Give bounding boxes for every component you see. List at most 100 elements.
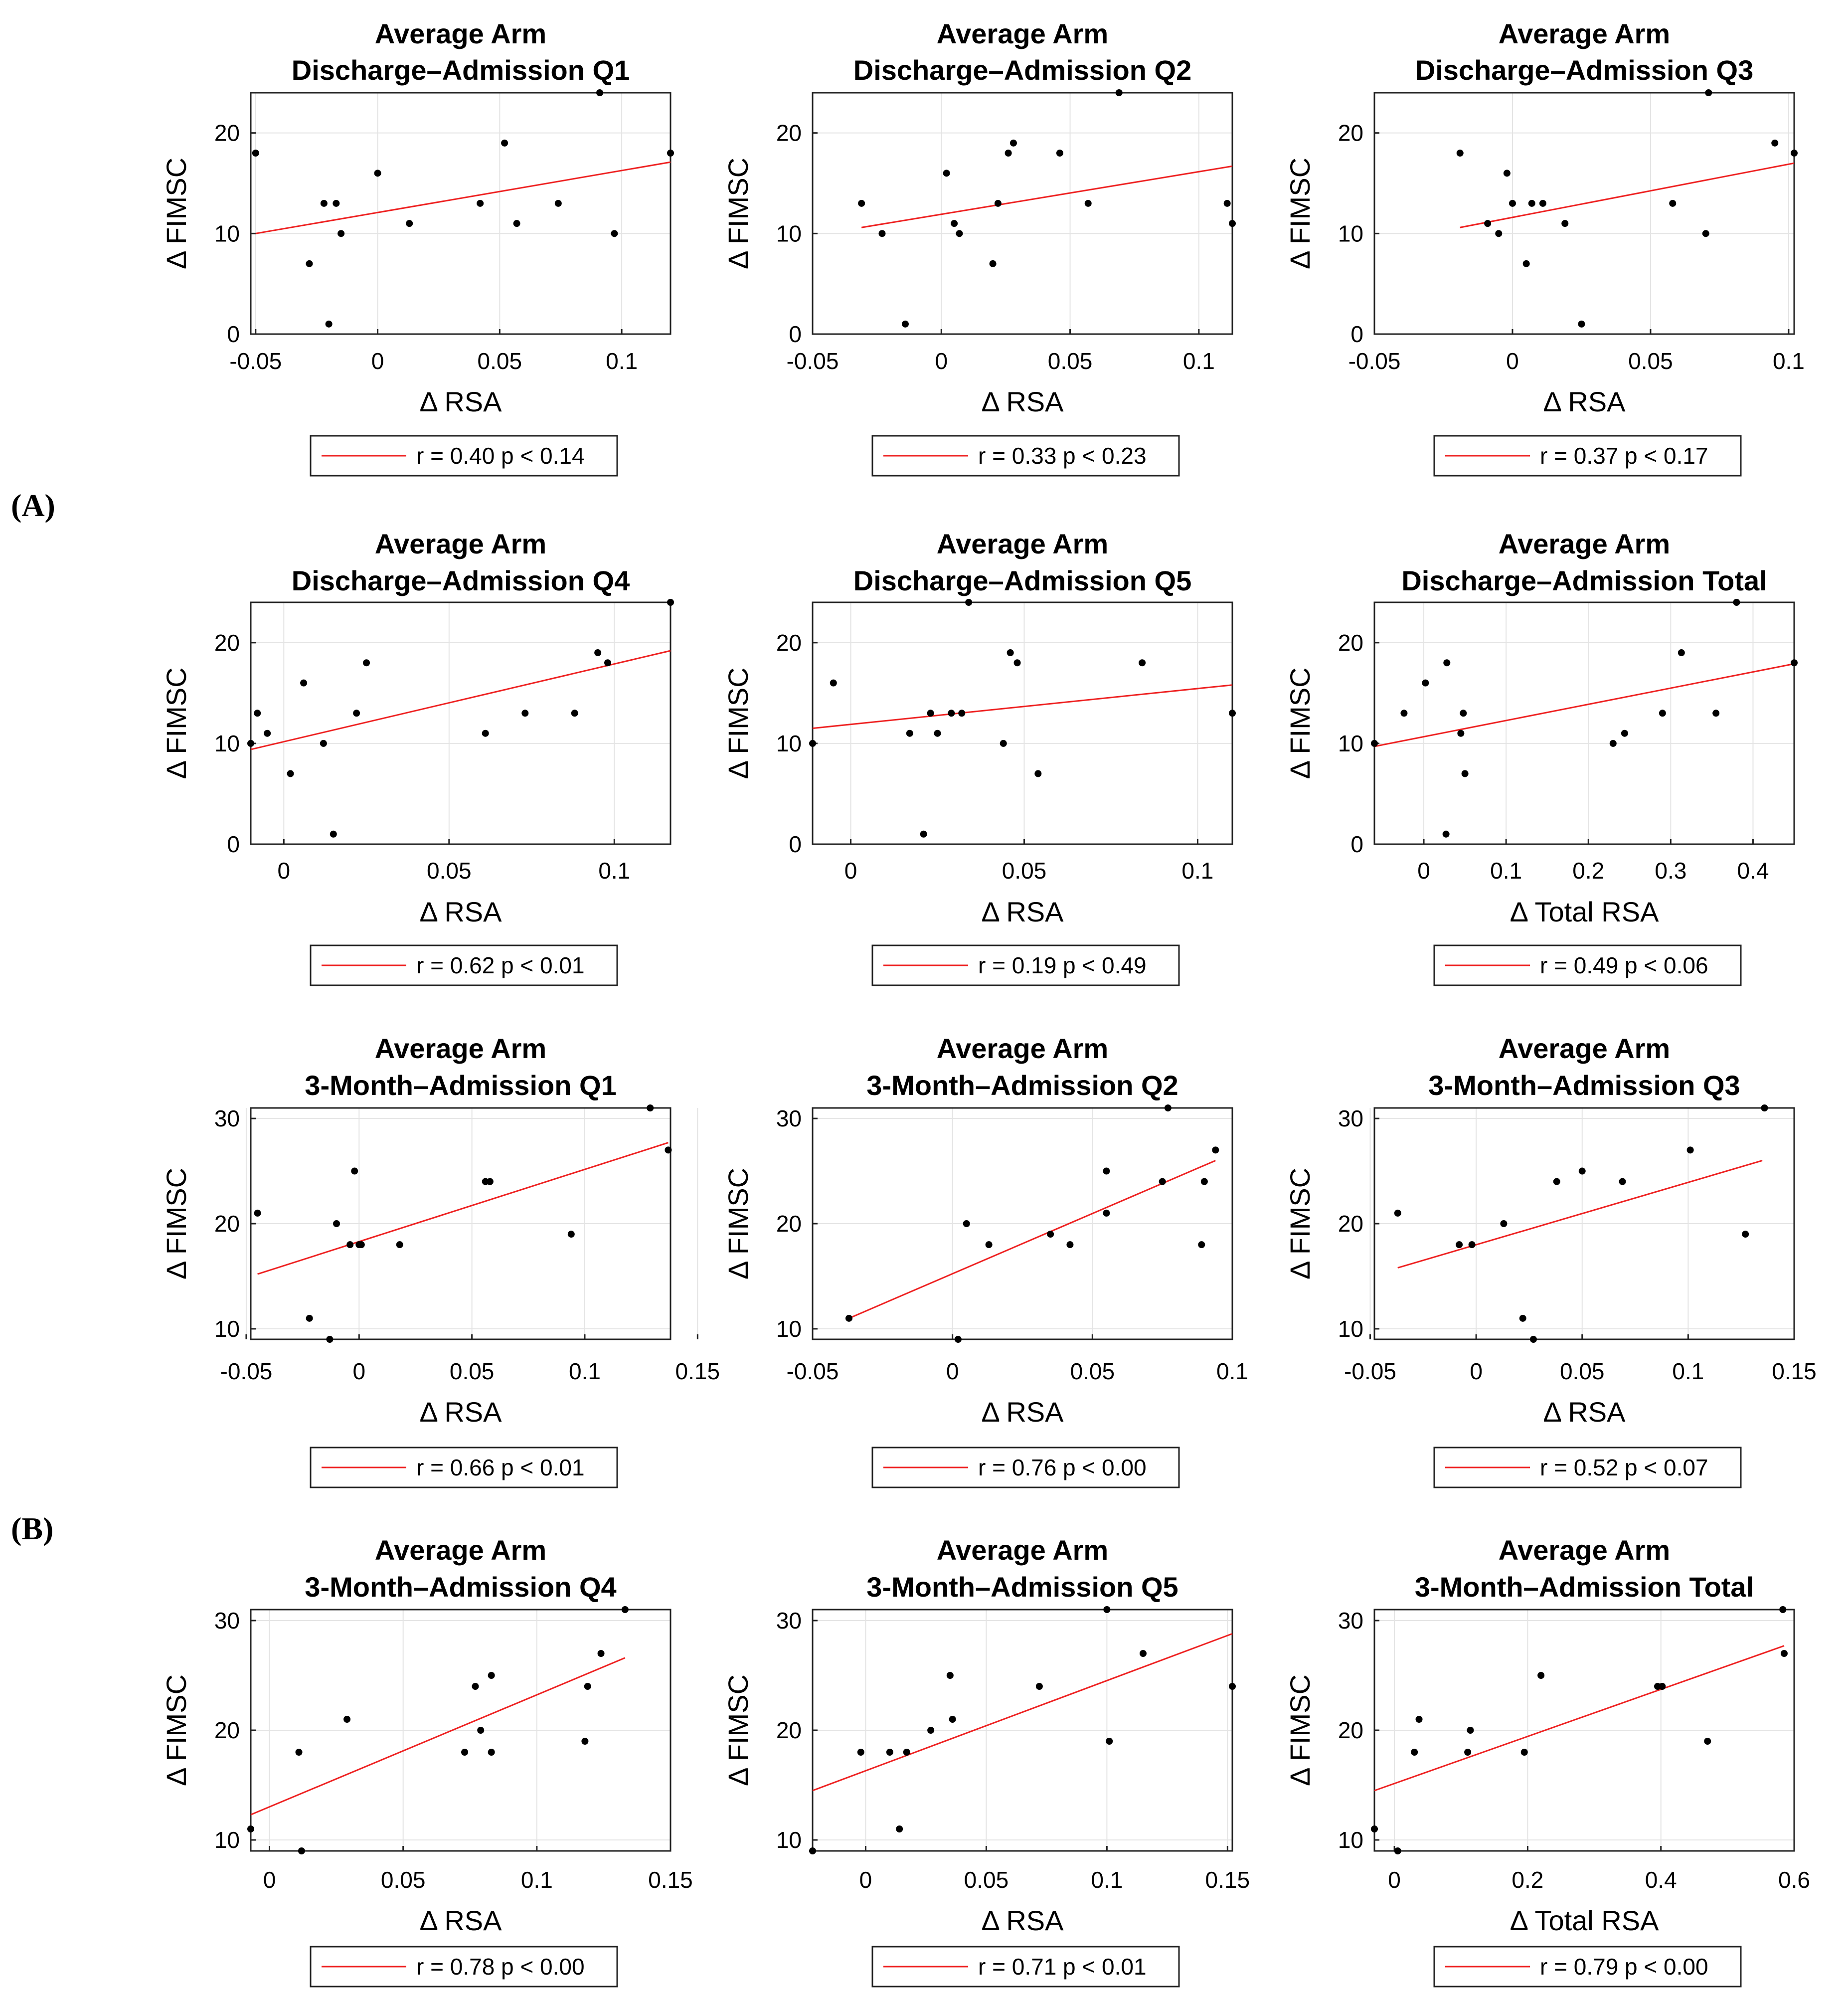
data-point bbox=[1553, 1178, 1560, 1185]
y-axis-label: Δ FIMSC bbox=[161, 158, 192, 269]
data-point bbox=[333, 1220, 340, 1227]
data-point bbox=[584, 1683, 591, 1690]
data-point bbox=[956, 230, 963, 237]
y-axis-label: Δ FIMSC bbox=[722, 667, 754, 779]
x-tick-label: 0.15 bbox=[648, 1867, 693, 1893]
y-axis-label: Δ FIMSC bbox=[161, 1674, 192, 1786]
x-tick-label: 0 bbox=[278, 858, 291, 884]
y-tick-label: 10 bbox=[214, 1827, 240, 1853]
y-tick-label: 0 bbox=[227, 831, 240, 857]
data-point bbox=[1621, 729, 1628, 737]
x-tick-label: 0.1 bbox=[606, 348, 638, 374]
legend-text: r = 0.76 p < 0.00 bbox=[978, 1455, 1147, 1480]
data-point bbox=[809, 1847, 816, 1854]
data-point bbox=[1007, 649, 1014, 657]
chart-title-line2: 3-Month–Admission Q1 bbox=[305, 1070, 616, 1101]
chart-title-line1: Average Arm bbox=[937, 18, 1108, 49]
data-point bbox=[337, 230, 345, 237]
data-point bbox=[985, 1241, 993, 1249]
data-point bbox=[325, 320, 333, 328]
legend-text: r = 0.40 p < 0.14 bbox=[416, 443, 585, 469]
x-axis-label: Δ RSA bbox=[981, 1905, 1064, 1936]
data-point bbox=[1212, 1146, 1219, 1154]
x-tick-label: 0.2 bbox=[1512, 1867, 1543, 1893]
y-tick-label: 10 bbox=[1338, 730, 1363, 756]
x-tick-label: 0.1 bbox=[1773, 348, 1805, 374]
data-point bbox=[581, 1738, 589, 1745]
legend-text: r = 0.49 p < 0.06 bbox=[1540, 952, 1708, 978]
data-point bbox=[1443, 659, 1451, 667]
x-tick-label: 0 bbox=[1506, 348, 1519, 374]
y-tick-label: 20 bbox=[214, 1717, 240, 1743]
legend: r = 0.40 p < 0.14 bbox=[310, 435, 618, 477]
legend: r = 0.62 p < 0.01 bbox=[310, 944, 618, 986]
data-point bbox=[1705, 89, 1712, 96]
y-axis-label: Δ FIMSC bbox=[161, 1168, 192, 1279]
data-point bbox=[1484, 220, 1492, 227]
x-tick-label: 0.05 bbox=[381, 1867, 426, 1893]
data-point bbox=[1400, 710, 1408, 717]
y-tick-label: 10 bbox=[214, 730, 240, 756]
data-point bbox=[594, 649, 602, 657]
y-tick-label: 0 bbox=[1350, 831, 1363, 857]
y-tick-label: 30 bbox=[1338, 1105, 1363, 1131]
x-tick-label: 0.2 bbox=[1572, 858, 1604, 884]
data-point bbox=[1702, 230, 1709, 237]
legend-text: r = 0.71 p < 0.01 bbox=[978, 1954, 1147, 1980]
data-point bbox=[1229, 710, 1236, 717]
data-point bbox=[521, 710, 529, 717]
x-tick-label: 0 bbox=[1470, 1358, 1483, 1384]
chart-title-line2: 3-Month–Admission Q4 bbox=[305, 1571, 616, 1603]
data-point bbox=[295, 1749, 303, 1756]
regression-line bbox=[848, 1160, 1216, 1319]
data-point bbox=[477, 199, 484, 207]
data-point bbox=[1779, 1606, 1787, 1613]
legend: r = 0.76 p < 0.00 bbox=[871, 1447, 1180, 1488]
data-point bbox=[1164, 1104, 1172, 1111]
x-tick-label: 0.05 bbox=[1002, 858, 1047, 884]
data-point bbox=[1791, 659, 1798, 667]
y-axis-label: Δ FIMSC bbox=[1284, 1168, 1316, 1279]
data-point bbox=[1034, 770, 1042, 777]
x-tick-label: -0.05 bbox=[220, 1358, 273, 1384]
data-point bbox=[989, 260, 997, 267]
y-axis-label: Δ FIMSC bbox=[722, 1674, 754, 1786]
data-point bbox=[1561, 220, 1569, 227]
x-tick-label: 0 bbox=[946, 1358, 959, 1384]
data-point bbox=[287, 770, 294, 777]
data-point bbox=[1198, 1241, 1205, 1249]
y-tick-label: 0 bbox=[789, 831, 802, 857]
data-point bbox=[1529, 1336, 1537, 1343]
chart-11: 0 0.05 0.1 0.15 10 20 30 Average Arm 3-Month–Adm… bbox=[722, 1534, 1250, 1988]
data-point bbox=[621, 1606, 629, 1613]
y-tick-label: 20 bbox=[776, 1211, 802, 1237]
regression-line bbox=[255, 161, 671, 234]
data-point bbox=[927, 710, 934, 717]
x-tick-label: 0.05 bbox=[964, 1867, 1009, 1893]
legend-text: r = 0.33 p < 0.23 bbox=[978, 443, 1147, 469]
y-tick-label: 20 bbox=[214, 630, 240, 656]
data-point bbox=[488, 1672, 495, 1679]
data-point bbox=[1200, 1178, 1208, 1185]
chart-8: -0.05 0 0.05 0.1 10 20 30 Average Arm 3-Month–Ad… bbox=[722, 1033, 1248, 1488]
x-tick-label: 0.1 bbox=[1181, 858, 1213, 884]
y-axis-label: Δ FIMSC bbox=[722, 158, 754, 269]
data-point bbox=[1013, 659, 1021, 667]
data-point bbox=[1456, 150, 1464, 157]
x-tick-label: 0.15 bbox=[1772, 1358, 1817, 1384]
data-point bbox=[857, 1749, 864, 1756]
data-point bbox=[1609, 739, 1617, 747]
data-point bbox=[1103, 1209, 1110, 1217]
x-tick-label: 0 bbox=[352, 1358, 365, 1384]
y-tick-label: 20 bbox=[1338, 1211, 1363, 1237]
chart-title-line2: 3-Month–Admission Q5 bbox=[866, 1571, 1178, 1603]
chart-title-line1: Average Arm bbox=[1499, 1033, 1670, 1064]
x-axis-label: Δ RSA bbox=[981, 1396, 1064, 1428]
data-point bbox=[1009, 139, 1017, 147]
y-axis-label: Δ FIMSC bbox=[161, 667, 192, 779]
x-tick-label: 0.05 bbox=[1560, 1358, 1605, 1384]
plot-area bbox=[250, 601, 672, 845]
legend: r = 0.71 p < 0.01 bbox=[871, 1946, 1180, 1988]
x-tick-label: 0.1 bbox=[521, 1867, 553, 1893]
x-tick-label: 0 bbox=[859, 1867, 872, 1893]
